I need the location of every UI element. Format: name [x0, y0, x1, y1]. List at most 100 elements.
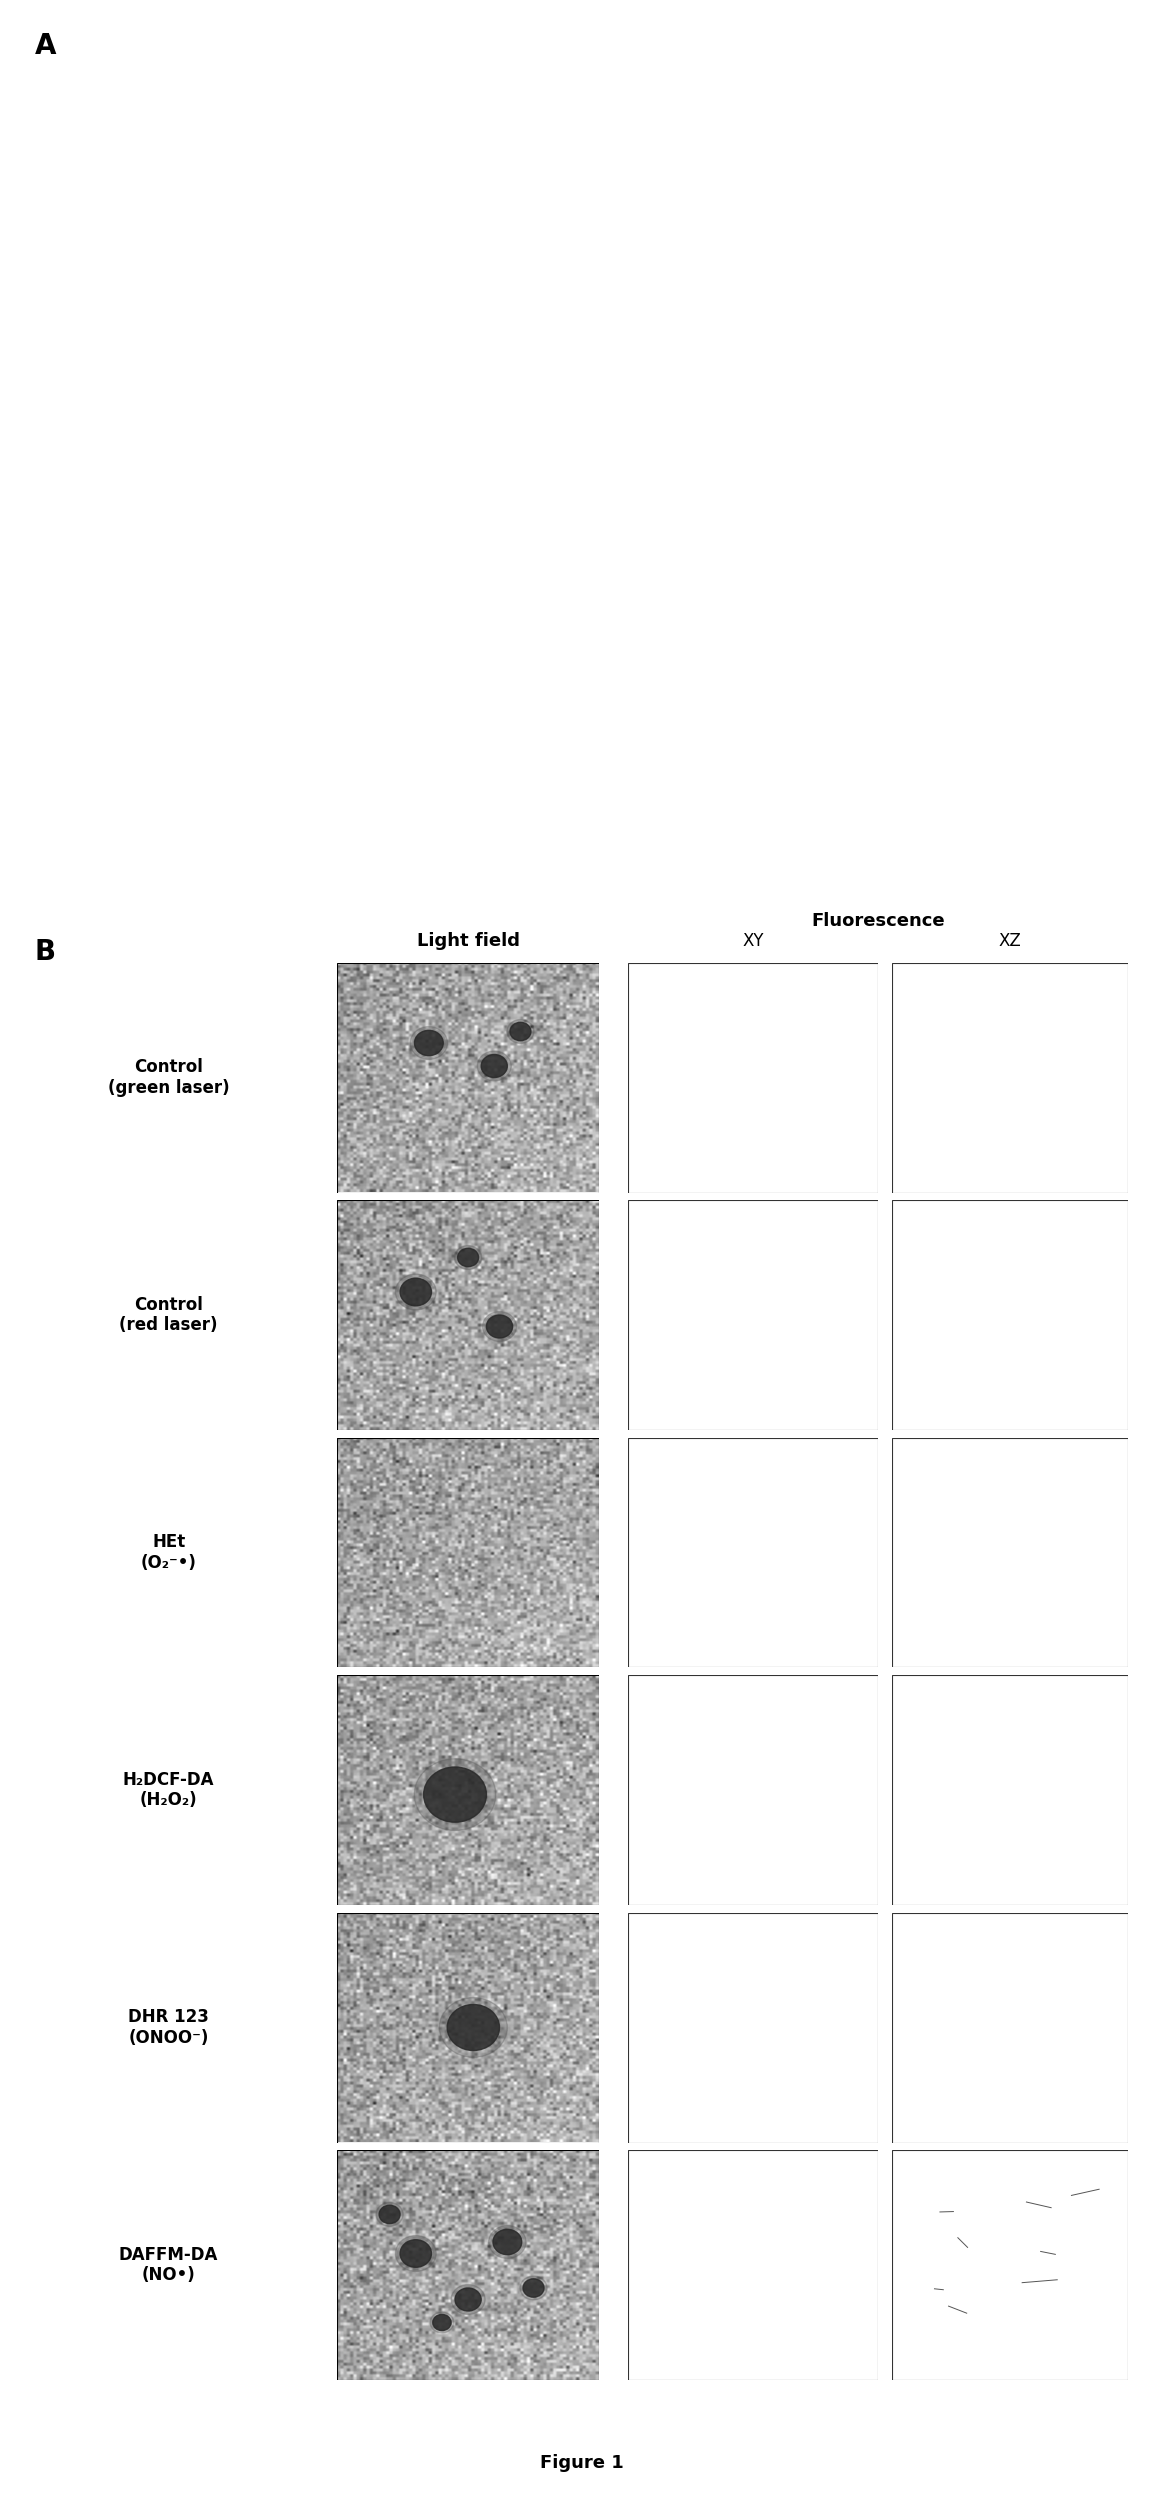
Point	[555, 360, 573, 400]
Point	[1009, 245, 1028, 285]
Point	[989, 235, 1007, 275]
Point	[856, 180, 875, 220]
Point	[372, 190, 391, 230]
Point	[708, 638, 727, 678]
Point	[598, 92, 616, 132]
Point	[972, 245, 991, 285]
Text: Dead cells: Dead cells	[754, 662, 826, 678]
Point	[1069, 398, 1087, 437]
Point	[619, 357, 637, 398]
Point	[907, 510, 926, 550]
Point	[400, 342, 419, 382]
Point	[937, 268, 956, 308]
Point	[1005, 248, 1023, 288]
Point	[455, 838, 473, 877]
Point	[882, 768, 900, 808]
Point	[335, 853, 354, 892]
Point	[609, 142, 628, 182]
Point	[922, 565, 941, 605]
Point	[808, 378, 827, 418]
Point	[536, 685, 555, 725]
Point	[1034, 225, 1053, 265]
Point	[459, 805, 478, 845]
Point	[526, 438, 544, 478]
Point	[515, 822, 534, 862]
Point	[506, 802, 525, 842]
Point	[473, 672, 492, 712]
Point	[533, 742, 551, 782]
Point	[887, 275, 906, 315]
Point	[1056, 458, 1075, 498]
Point	[806, 235, 825, 275]
Point	[552, 760, 571, 800]
Point	[427, 62, 445, 102]
Point	[528, 217, 547, 258]
Point	[535, 105, 554, 145]
Point	[340, 818, 358, 858]
Point	[743, 122, 762, 162]
Point	[515, 780, 534, 820]
Point	[400, 450, 419, 490]
Point	[636, 862, 655, 902]
Point	[472, 338, 491, 377]
Point	[925, 798, 943, 838]
Point	[500, 900, 519, 940]
Point	[747, 60, 765, 100]
Point	[640, 650, 658, 690]
Point	[388, 228, 407, 268]
Point	[472, 460, 491, 500]
Point	[568, 810, 586, 850]
Point	[965, 165, 984, 205]
Point	[759, 260, 778, 300]
Point	[450, 220, 469, 260]
Point	[442, 835, 461, 875]
Point	[946, 190, 964, 230]
Point	[1077, 155, 1096, 195]
Point	[677, 495, 695, 535]
Point	[755, 210, 773, 250]
Point	[373, 125, 392, 165]
Point	[1110, 125, 1128, 165]
Point	[921, 320, 940, 360]
Point	[538, 360, 557, 400]
Point	[702, 330, 721, 370]
Point	[491, 785, 509, 825]
Point	[435, 815, 454, 855]
Point	[351, 318, 370, 357]
Point	[659, 555, 678, 595]
Point	[387, 748, 406, 788]
Point	[469, 298, 487, 338]
Point	[707, 325, 726, 365]
Point	[916, 382, 935, 423]
Point	[448, 300, 466, 340]
Point	[677, 213, 695, 253]
Point	[388, 382, 407, 423]
Point	[683, 880, 701, 920]
Point	[872, 768, 891, 808]
Point	[979, 182, 998, 222]
Point	[497, 762, 515, 802]
Point	[937, 470, 956, 510]
Point	[438, 258, 457, 298]
Point	[554, 860, 572, 900]
Point	[445, 890, 464, 930]
Point	[1090, 40, 1108, 80]
Point	[391, 718, 409, 758]
Point	[1108, 440, 1127, 480]
Circle shape	[447, 2005, 500, 2050]
Point	[876, 235, 894, 275]
Point	[976, 198, 994, 238]
Point	[686, 175, 705, 215]
Point	[935, 70, 954, 110]
Point	[598, 102, 616, 142]
Point	[913, 230, 932, 270]
Point	[420, 312, 438, 352]
Point	[1050, 370, 1069, 410]
Point	[562, 902, 580, 942]
Point	[541, 853, 559, 892]
Point	[854, 275, 872, 315]
Point	[506, 82, 525, 122]
Point	[620, 662, 638, 702]
Point	[534, 842, 552, 882]
Point	[1063, 520, 1082, 560]
